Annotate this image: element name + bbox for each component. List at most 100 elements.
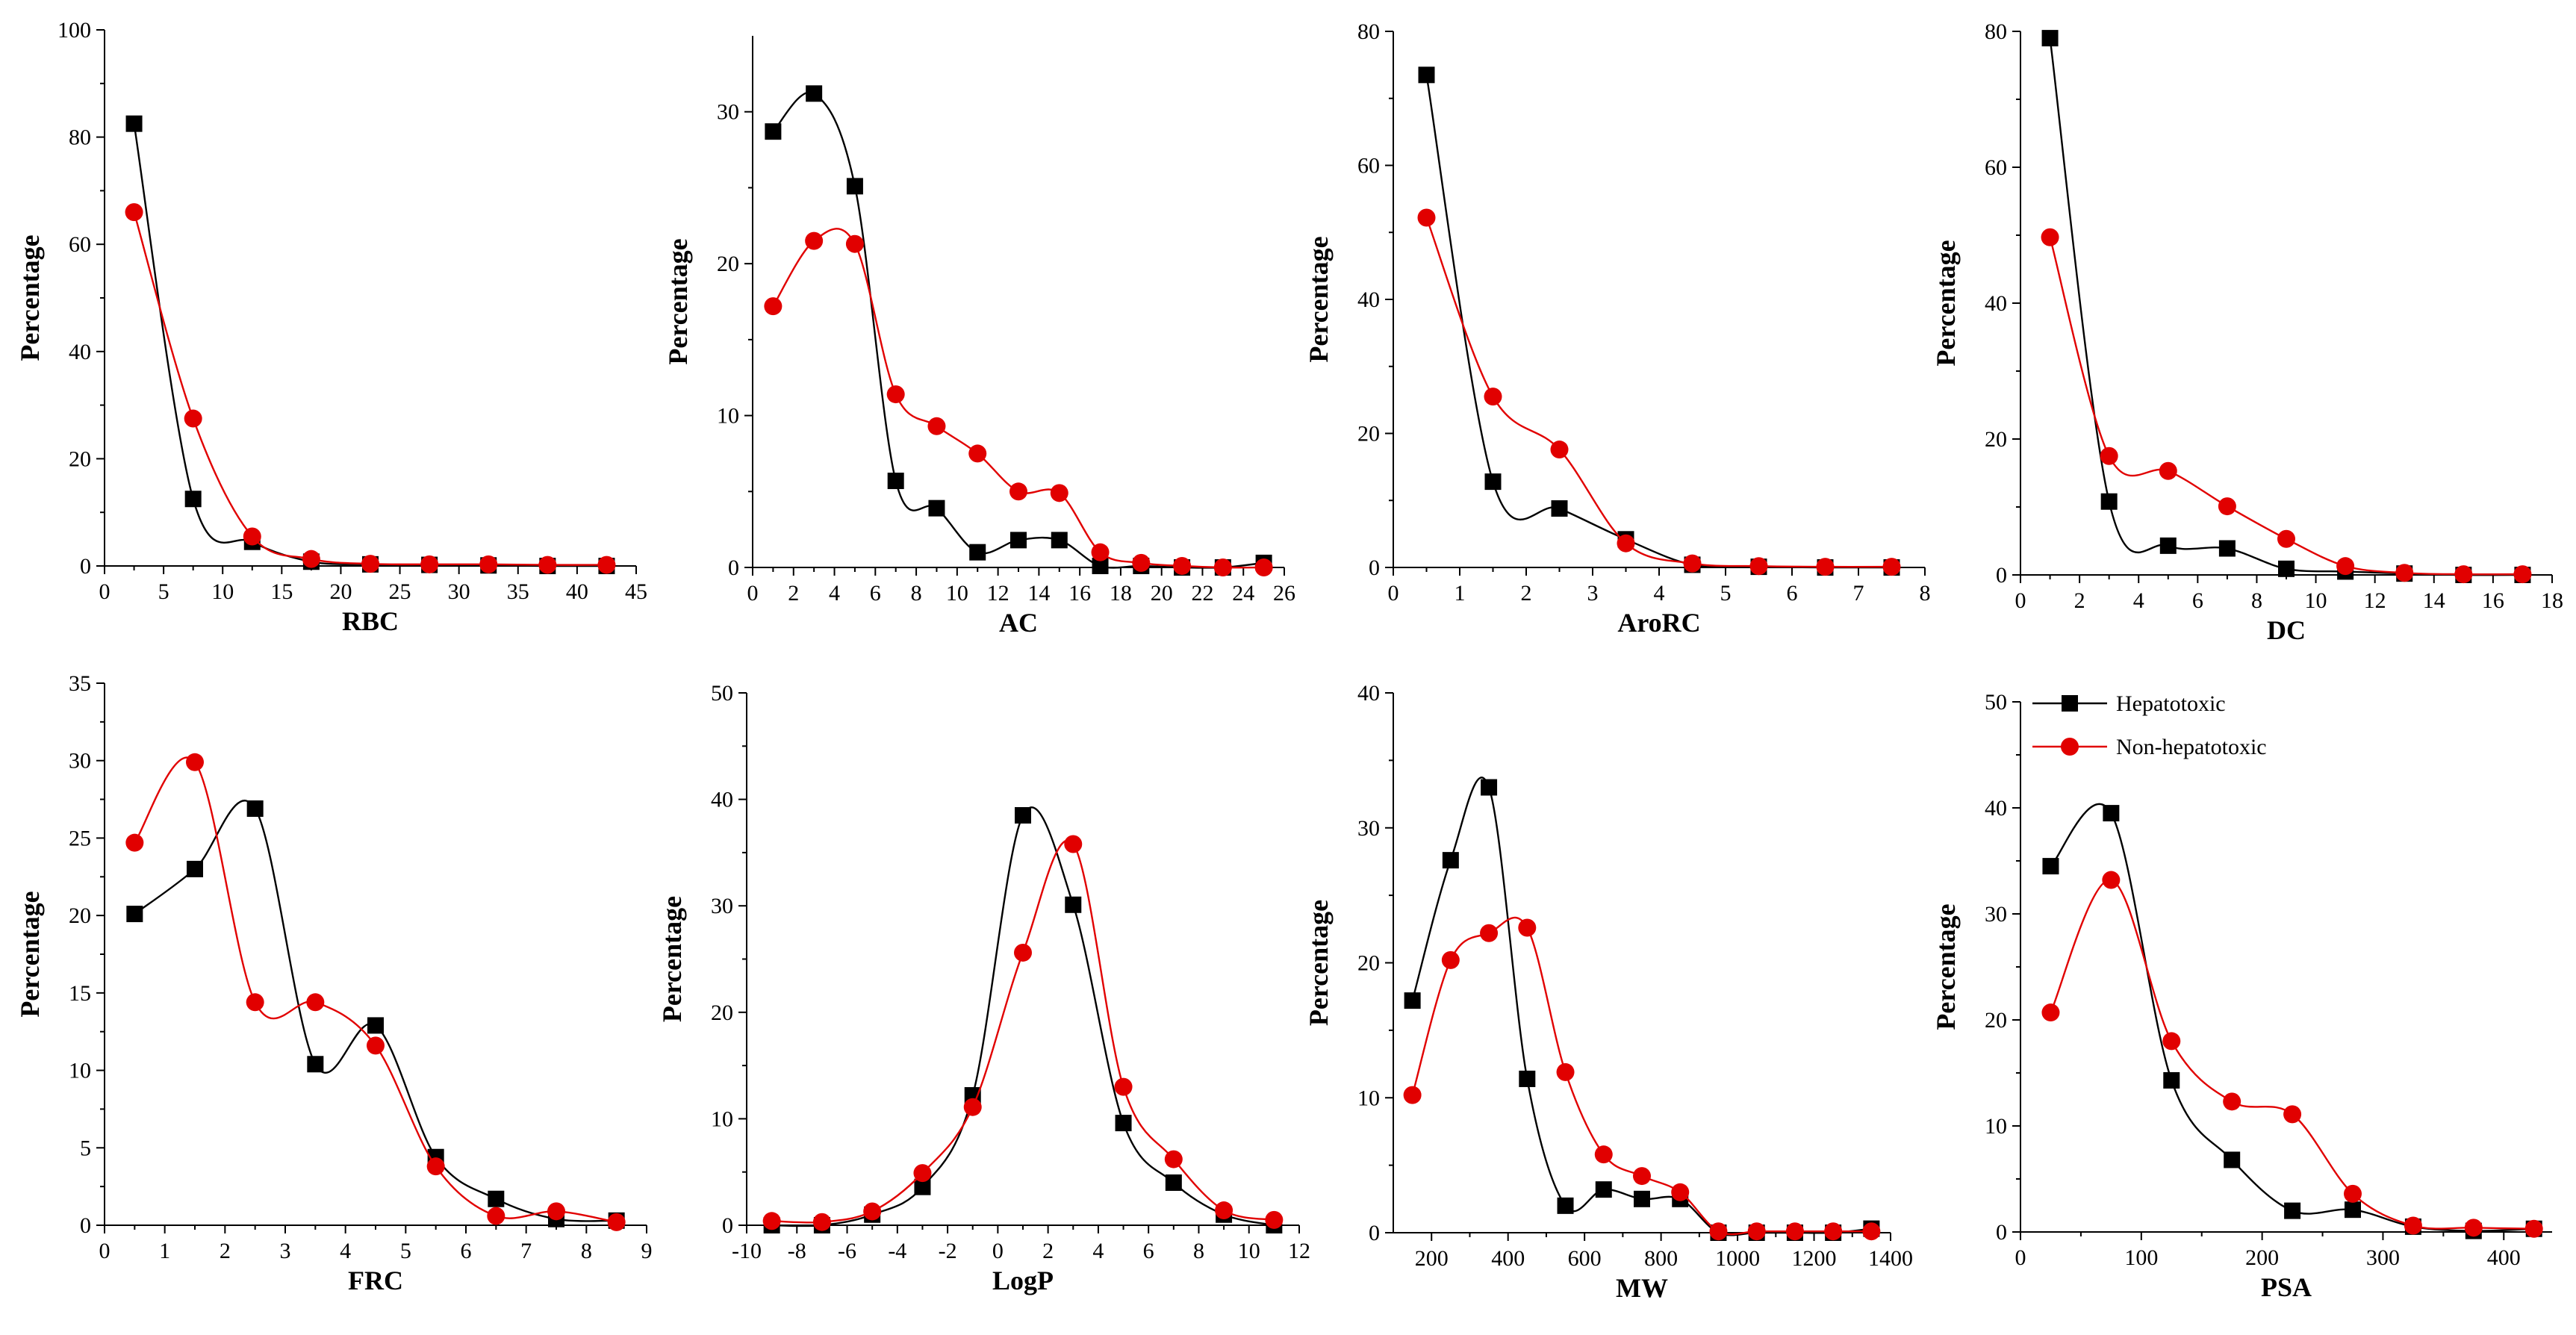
data-point-square [2159, 537, 2177, 554]
data-point-circle [1064, 835, 1083, 853]
y-tick-label: 35 [69, 671, 91, 696]
x-tick-label: 16 [1068, 581, 1091, 606]
data-point-circle [2395, 564, 2414, 582]
x-tick-label: 5 [158, 579, 169, 604]
x-tick-label: 26 [1273, 581, 1295, 606]
data-point-circle [1403, 1086, 1422, 1104]
x-tick-label: 0 [99, 1239, 111, 1263]
data-point-circle [125, 833, 144, 852]
y-tick-label: 0 [1996, 1220, 2007, 1245]
x-tick-label: 200 [2245, 1245, 2279, 1270]
data-point-square [1519, 1070, 1536, 1087]
x-tick-label: 400 [2487, 1245, 2521, 1270]
x-tick-label: 1000 [1715, 1246, 1760, 1271]
legend: Hepatotoxic Non-hepatotoxic [2032, 691, 2267, 759]
data-point-square [1481, 779, 1498, 796]
series-curve [134, 756, 617, 1224]
x-tick-label: -2 [939, 1239, 957, 1263]
data-point-square [928, 500, 945, 517]
series-curve [1411, 777, 1872, 1236]
x-tick-label: -10 [732, 1239, 762, 1263]
y-axis-label: Percentage [15, 234, 45, 361]
data-point-circle [479, 555, 498, 573]
y-tick-label: 60 [1357, 154, 1380, 178]
x-tick-label: 800 [1644, 1246, 1678, 1271]
data-point-circle [886, 385, 905, 404]
y-tick-label: 20 [1357, 422, 1380, 446]
y-tick-label: 20 [717, 252, 739, 276]
x-tick-label: 14 [1027, 581, 1050, 606]
x-tick-label: 7 [1853, 581, 1864, 606]
data-point-square [125, 115, 143, 132]
data-point-circle [1824, 1222, 1843, 1241]
data-point-square [846, 178, 863, 195]
data-point-circle [863, 1202, 882, 1221]
data-point-square [2041, 30, 2059, 47]
y-tick-label: 5 [80, 1136, 91, 1160]
data-point-circle [487, 1207, 505, 1225]
data-point-circle [1254, 558, 1273, 576]
x-tick-label: 18 [2541, 588, 2563, 613]
x-tick-label: 5 [1720, 581, 1732, 606]
data-point-circle [927, 417, 946, 435]
x-tick-label: 0 [992, 1239, 1004, 1263]
y-tick-label: 10 [69, 1059, 91, 1083]
data-point-circle [1747, 1222, 1766, 1241]
data-point-square [2345, 1201, 2361, 1219]
data-point-square [765, 123, 782, 140]
data-point-circle [963, 1098, 982, 1116]
x-tick-label: 10 [1238, 1239, 1260, 1263]
x-tick-label: 3 [1587, 581, 1599, 606]
data-point-circle [306, 993, 325, 1012]
data-point-square [488, 1190, 505, 1207]
data-point-square [969, 544, 986, 561]
x-tick-label: 2 [1042, 1239, 1054, 1263]
data-point-circle [762, 1212, 781, 1230]
data-point-square [806, 85, 823, 102]
data-point-circle [1164, 1150, 1183, 1168]
x-tick-label: 4 [1654, 581, 1665, 606]
chart-panel-psa: 0 100 200 300 400 0 10 20 30 40 50 PSA Percentage Hep… [1931, 690, 2552, 1302]
y-axis-label: Percentage [1931, 903, 1961, 1030]
data-point-circle [1785, 1222, 1804, 1241]
data-point-circle [1594, 1145, 1613, 1164]
data-point-square [2284, 1202, 2301, 1219]
data-point-square [1404, 992, 1421, 1009]
data-point-circle [125, 203, 143, 222]
x-axis-label: MW [1616, 1273, 1668, 1303]
x-tick-label: 0 [2015, 1245, 2026, 1270]
y-tick-label: 30 [1985, 902, 2007, 927]
y-tick-label: 60 [1985, 155, 2007, 180]
chart-panel-dc: 0 2 4 6 8 10 12 14 16 18 0 20 40 60 80 DC Percentage [1931, 19, 2563, 645]
series-non-hepatotoxic [2041, 871, 2543, 1238]
y-tick-label: 20 [1985, 427, 2007, 452]
y-tick-label: 20 [1985, 1008, 2007, 1033]
chart-panel-frc: 0 1 2 3 4 5 6 7 8 9 0 5 10 15 20 25 30 35 FRC Percentage [15, 671, 653, 1295]
data-point-circle [1709, 1222, 1728, 1241]
x-tick-label: 30 [448, 579, 470, 604]
data-point-square [2224, 1151, 2241, 1168]
data-point-square [2218, 540, 2236, 557]
x-tick-label: 0 [747, 581, 759, 606]
data-point-circle [2524, 1219, 2543, 1238]
x-tick-label: 14 [2423, 588, 2445, 613]
data-point-circle [2513, 565, 2532, 584]
x-tick-label: 10 [946, 581, 968, 606]
x-tick-label: 400 [1491, 1246, 1525, 1271]
x-tick-label: 6 [1143, 1239, 1154, 1263]
data-point-circle [597, 556, 616, 574]
x-tick-label: 9 [641, 1239, 653, 1263]
data-point-circle [2162, 1032, 2181, 1051]
data-point-circle [764, 297, 783, 316]
series-non-hepatotoxic [1417, 208, 1901, 576]
x-axis-label: DC [2267, 615, 2306, 645]
data-point-square [126, 906, 143, 923]
x-tick-label: 8 [581, 1239, 592, 1263]
x-tick-label: 0 [2015, 588, 2026, 613]
series-non-hepatotoxic [1403, 916, 1881, 1241]
y-tick-label: 10 [1357, 1086, 1380, 1110]
x-tick-label: 6 [461, 1239, 472, 1263]
data-point-square [1634, 1190, 1650, 1207]
y-tick-label: 30 [1357, 816, 1380, 841]
x-axis-label: PSA [2261, 1272, 2312, 1302]
